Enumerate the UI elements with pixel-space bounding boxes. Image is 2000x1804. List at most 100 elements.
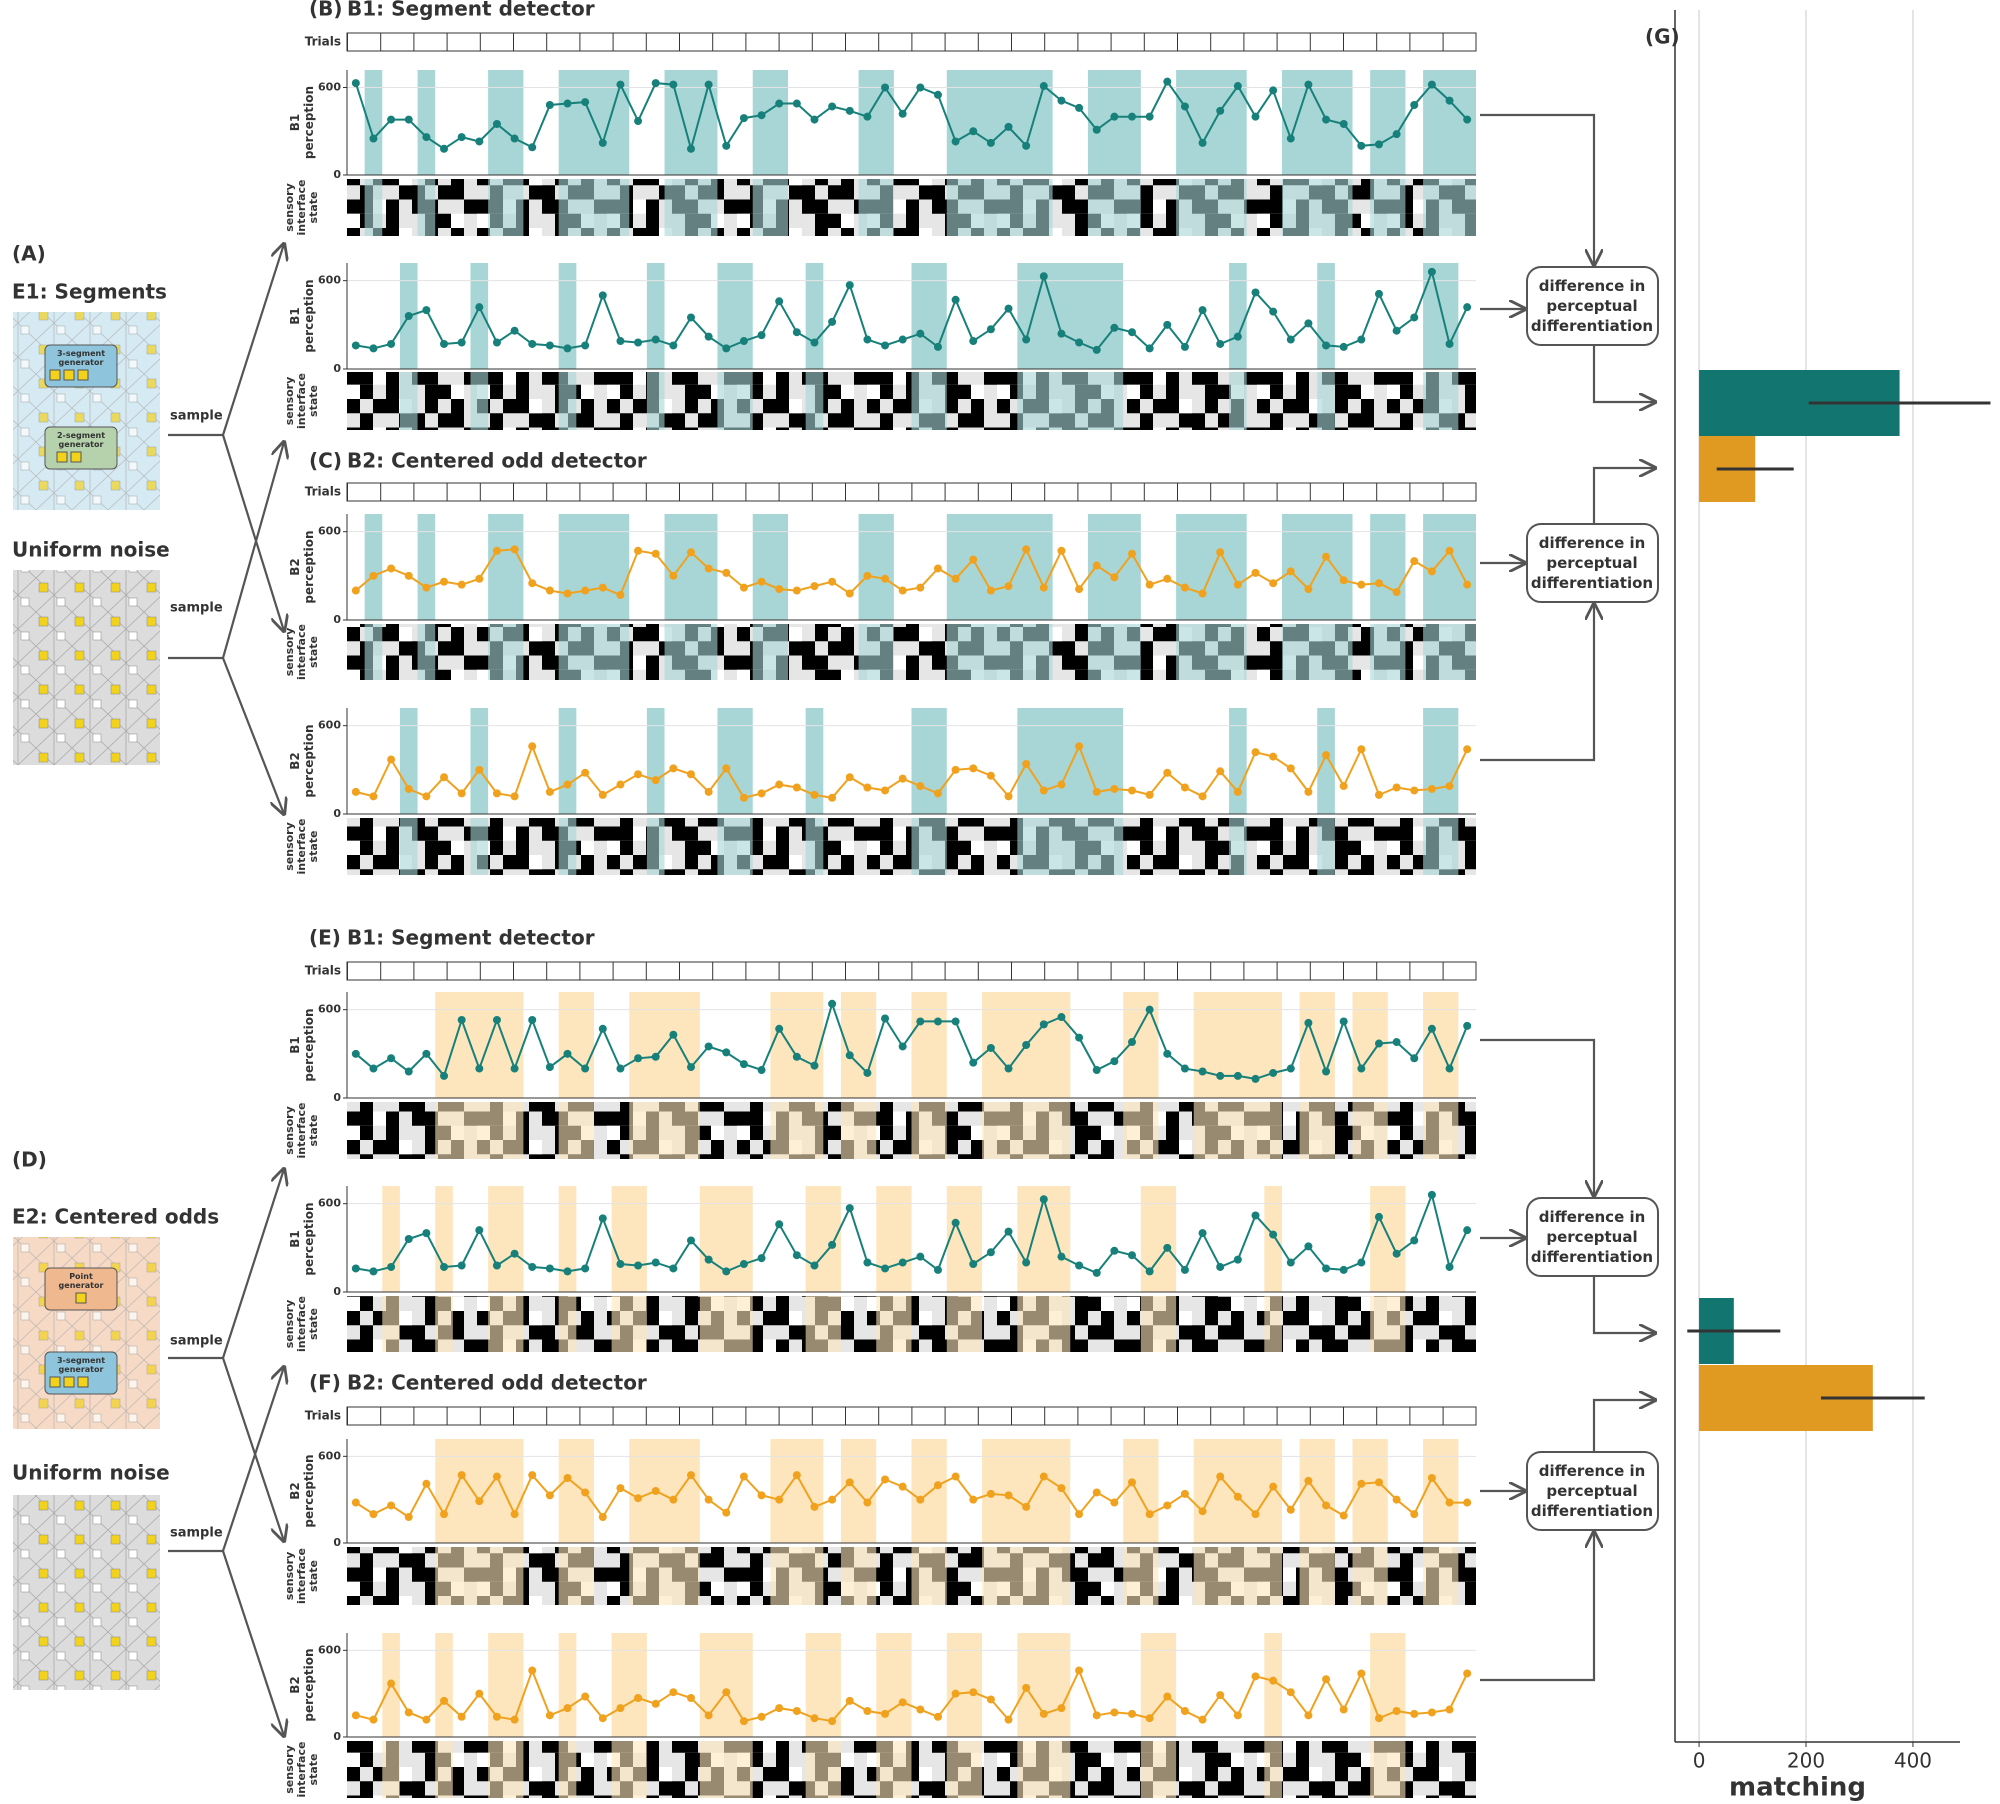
- shaded-region: [470, 708, 489, 814]
- sample-arrows: [168, 244, 284, 1736]
- trials-row: [346, 961, 1477, 981]
- data-point: [1463, 580, 1472, 589]
- data-point: [422, 1715, 431, 1724]
- data-point: [1216, 1691, 1225, 1700]
- data-point: [457, 1261, 466, 1270]
- data-point: [1392, 1249, 1401, 1258]
- data-point: [933, 789, 942, 798]
- data-point: [545, 1264, 554, 1273]
- shaded-state: [1299, 1547, 1335, 1605]
- data-point: [616, 337, 625, 346]
- data-point: [845, 281, 854, 290]
- diff-box: [1526, 1451, 1659, 1531]
- generator-label: 3-segment generator: [57, 349, 105, 367]
- state-label-line: state: [307, 1754, 320, 1786]
- data-point: [1128, 1038, 1137, 1047]
- data-point: [686, 548, 695, 557]
- data-point: [1269, 752, 1278, 761]
- data-point: [1427, 1708, 1436, 1717]
- data-point: [581, 1064, 590, 1073]
- sample-label: sample: [170, 1334, 223, 1349]
- data-point: [492, 119, 501, 128]
- data-point: [1374, 790, 1383, 799]
- data-point: [704, 787, 713, 796]
- data-point: [1251, 1672, 1260, 1681]
- shaded-state: [1423, 372, 1459, 430]
- data-point: [528, 1471, 537, 1480]
- data-point: [933, 342, 942, 351]
- data-point: [492, 1712, 501, 1721]
- shaded-region: [364, 70, 383, 175]
- data-point: [563, 1474, 572, 1482]
- data-point: [951, 295, 960, 304]
- data-point: [457, 338, 466, 347]
- data-point: [387, 1679, 396, 1688]
- data-point: [528, 143, 537, 152]
- env-title: E2: Centered odds: [12, 1205, 219, 1229]
- shaded-region: [946, 1186, 983, 1292]
- data-point: [581, 341, 590, 350]
- shaded-region: [364, 514, 383, 620]
- data-point: [528, 1015, 537, 1024]
- shaded-state: [1299, 1102, 1335, 1159]
- shaded-region: [1370, 70, 1406, 175]
- panel-label: (C): [309, 449, 342, 473]
- data-point: [1463, 1226, 1472, 1235]
- y-axis-label-line: perception: [302, 1008, 316, 1081]
- data-point: [598, 138, 607, 147]
- data-point: [1463, 1021, 1472, 1030]
- data-point: [845, 1478, 854, 1487]
- shaded-state: [558, 1102, 594, 1159]
- data-point: [898, 774, 907, 783]
- data-point: [1304, 1711, 1313, 1720]
- data-point: [1022, 759, 1031, 768]
- data-point: [1022, 1502, 1031, 1511]
- trials-label: Trials: [305, 1409, 341, 1423]
- data-point: [1198, 1715, 1207, 1724]
- data-point: [686, 1063, 695, 1072]
- data-point: [1163, 1692, 1172, 1701]
- trials-label: Trials: [305, 964, 341, 978]
- shaded-state: [911, 372, 947, 430]
- shaded-region: [1193, 992, 1282, 1098]
- data-point: [704, 1255, 713, 1264]
- diff-box: [1526, 266, 1659, 346]
- data-point: [969, 555, 978, 564]
- data-point: [369, 344, 378, 353]
- data-point: [722, 568, 731, 577]
- data-point: [1092, 1488, 1101, 1497]
- shaded-state: [611, 1741, 647, 1798]
- data-point: [1092, 1711, 1101, 1720]
- data-point: [792, 1052, 801, 1061]
- data-point: [916, 583, 925, 592]
- data-point: [1198, 1507, 1207, 1516]
- data-line: [355, 1667, 1469, 1723]
- data-point: [404, 1067, 413, 1076]
- shaded-state: [435, 1741, 453, 1798]
- shaded-region: [646, 263, 665, 369]
- data-point: [1374, 579, 1383, 588]
- data-point: [669, 571, 678, 580]
- y-tick-label: 0: [333, 1730, 341, 1743]
- x-axis-label: matching: [1729, 1773, 1866, 1803]
- data-point: [1057, 329, 1066, 338]
- data-point: [1057, 546, 1066, 555]
- data-point: [828, 999, 837, 1008]
- data-point: [1445, 339, 1454, 348]
- shaded-region: [1370, 1633, 1406, 1737]
- shaded-state: [1229, 372, 1247, 430]
- shaded-state: [1017, 818, 1124, 875]
- data-point: [510, 134, 519, 143]
- data-point: [1233, 82, 1242, 91]
- shaded-region: [911, 1439, 947, 1543]
- data-point: [739, 337, 748, 346]
- y-axis-label-line: B1: [288, 1036, 302, 1054]
- data-point: [863, 112, 872, 121]
- data-point: [898, 335, 907, 344]
- data-point: [528, 1262, 537, 1271]
- diff-box-line: perceptual: [1546, 1228, 1637, 1246]
- data-point: [1392, 783, 1401, 792]
- data-point: [722, 141, 731, 150]
- data-point: [1339, 1511, 1348, 1520]
- data-point: [616, 80, 625, 89]
